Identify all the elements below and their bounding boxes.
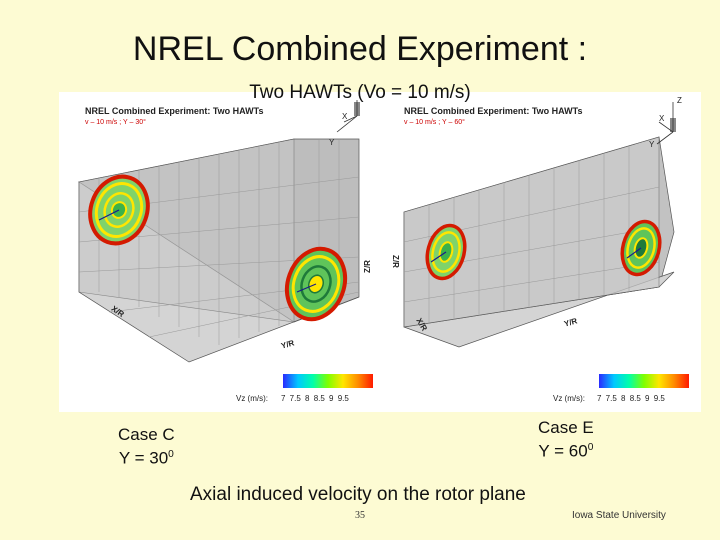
left-panel-subtitle: v – 10 m/s ; Y – 30° [85,119,146,126]
right-z-axis-label: Z/R [390,255,400,268]
simulation-figure: NREL Combined Experiment: Two HAWTs v – … [59,92,701,412]
case-c-name: Case C [118,425,175,444]
right-triad-y: Y [649,140,655,149]
right-triad-z: Z [677,96,682,105]
left-panel-title: NREL Combined Experiment: Two HAWTs [85,106,264,116]
case-e-yaw: Y = 600 [538,438,594,462]
case-c-yaw-text: Y = 30 [118,448,169,468]
case-e-name: Case E [538,418,594,437]
slide-title: NREL Combined Experiment : [132,30,588,68]
right-axis-triad [656,102,676,145]
case-e-label: Case E Y = 600 [538,418,594,462]
left-triad-y: Y [329,138,335,147]
right-panel-title: NREL Combined Experiment: Two HAWTs [404,106,583,116]
case-c-yaw-sup: 0 [168,449,174,460]
case-e-yaw-sup: 0 [587,442,594,453]
right-legend-ticks: 7 7.5 8 8.5 9 9.5 [597,394,665,403]
case-c-label: Case C Y = 300 [118,425,175,469]
slide-caption: Axial induced velocity on the rotor plan… [190,484,526,505]
left-rotor-1 [88,174,150,246]
footer-institution: Iowa State University [572,510,666,521]
left-colorbar [283,374,373,388]
slide-subtitle: Two HAWTs (Vo = 10 m/s) [249,82,471,103]
left-rotor-2 [284,246,348,322]
right-panel-subtitle: v – 10 m/s ; Y – 60° [404,119,465,126]
left-legend-ticks: 7 7.5 8 8.5 9 9.5 [281,394,349,403]
right-rotor-1 [425,223,467,281]
right-colorbar [599,374,689,388]
left-legend-label: Vz (m/s): [236,394,268,403]
left-z-axis-label: Z/R [362,260,372,273]
right-3d-box [403,136,675,348]
right-triad-x: X [659,114,665,123]
figure-graphics [78,100,676,363]
right-rotor-2 [620,219,662,277]
right-legend-label: Vz (m/s): [553,394,585,403]
left-axis-triad [336,100,360,133]
case-e-yaw-text: Y = 60 [538,441,588,461]
page-number: 35 [355,510,365,521]
left-triad-x: X [342,112,348,121]
case-c-yaw: Y = 300 [118,445,175,469]
